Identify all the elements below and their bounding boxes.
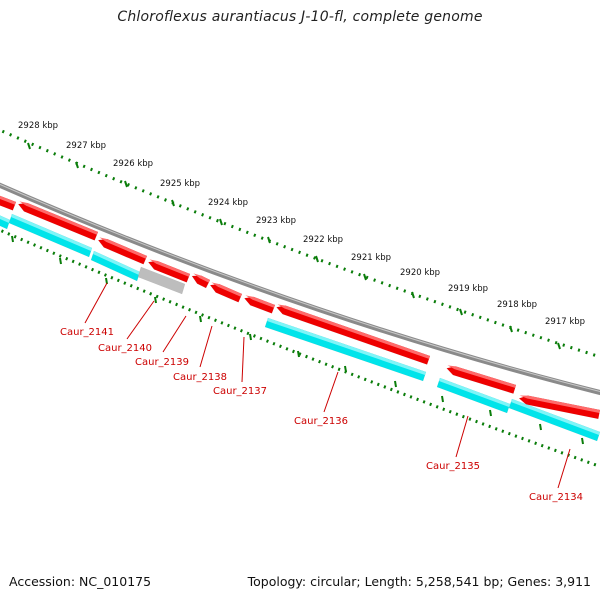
reverse-gene-shade: [267, 318, 426, 375]
gc-peak-mark: [297, 350, 300, 358]
inner-gc-track: [0, 228, 600, 469]
reverse-gene-shade: [0, 215, 10, 223]
gene-labels: Caur_2141 Caur_2140 Caur_2139 Caur_2138 Caur…: [60, 282, 583, 503]
gc-peak-mark: [489, 409, 492, 417]
gene-leader-line: [557, 448, 571, 489]
gc-peak-mark: [394, 380, 397, 388]
reverse-gene-shade: [93, 251, 140, 275]
kbp-tick-mark: [557, 342, 561, 350]
forward-gene-shade: [193, 273, 210, 283]
gene-leader-line: [455, 415, 469, 458]
pseudo-gene-block: [137, 266, 186, 295]
kbp-tick-mark: [75, 161, 79, 169]
reverse-strand-genes: [0, 213, 600, 442]
kbp-tick-mark: [124, 180, 128, 188]
kbp-scale: 2928 kbp 2927 kbp 2926 kbp 2925 kbp 2924 kbp…: [18, 121, 585, 327]
backbone-highlight: [0, 183, 600, 392]
gene-label: Caur_2141: [60, 327, 114, 338]
kbp-label: 2923 kbp: [256, 216, 296, 226]
gene-leader-line: [323, 371, 339, 413]
kbp-tick-mark: [267, 236, 271, 244]
gene-label: Caur_2139: [135, 357, 189, 368]
gc-peak-mark: [581, 437, 584, 445]
kbp-label: 2924 kbp: [208, 198, 248, 208]
forward-gene-shade: [447, 365, 516, 388]
genome-backbone: [0, 182, 600, 396]
gc-peak-mark: [441, 395, 444, 403]
inner-gc-dots: [0, 228, 600, 469]
kbp-label: 2926 kbp: [113, 159, 153, 169]
forward-gene-shade: [245, 295, 275, 308]
kbp-label: 2922 kbp: [303, 235, 343, 245]
reverse-gene-shade: [11, 214, 92, 251]
gc-peak-mark: [344, 365, 347, 373]
forward-gene-shade: [0, 195, 16, 205]
kbp-tick-mark: [509, 325, 513, 333]
forward-gene-shade: [519, 395, 600, 413]
gene-label: Caur_2138: [173, 372, 227, 383]
gc-peak-mark: [249, 333, 252, 341]
gene-leader-line: [241, 336, 245, 383]
gene-leader-line: [84, 282, 108, 324]
kbp-label: 2919 kbp: [448, 284, 488, 294]
kbp-label: 2921 kbp: [351, 253, 391, 263]
genome-summary: Topology: circular; Length: 5,258,541 bp…: [247, 574, 591, 589]
outer-gc-dots: [0, 128, 600, 359]
gene-label: Caur_2135: [426, 461, 480, 472]
kbp-label: 2925 kbp: [160, 179, 200, 189]
forward-gene-shade: [99, 237, 147, 259]
outer-gc-track: [0, 128, 600, 359]
kbp-label: 2918 kbp: [497, 300, 537, 310]
kbp-label: 2917 kbp: [545, 317, 585, 327]
gene-leader-line: [199, 325, 213, 368]
kbp-tick-mark: [459, 308, 463, 316]
kbp-tick-mark: [363, 273, 367, 281]
forward-gene-shade: [211, 282, 242, 297]
gc-peak-mark: [59, 257, 62, 265]
forward-strand-genes: [0, 195, 600, 420]
gene-label: Caur_2137: [213, 386, 267, 397]
reverse-gene-shade: [439, 378, 510, 407]
kbp-tick-mark: [27, 142, 31, 150]
kbp-label: 2928 kbp: [18, 121, 58, 131]
gene-leader-line: [162, 315, 187, 353]
map-title: Chloroflexus aurantiacus J-10-fl, comple…: [117, 9, 483, 25]
gene-label: Caur_2140: [98, 343, 152, 354]
gc-peak-mark: [11, 235, 14, 243]
forward-gene-shade: [19, 201, 99, 235]
kbp-tick-mark: [219, 218, 223, 226]
kbp-tick-mark: [411, 291, 415, 299]
backbone-line: [0, 182, 600, 396]
gene-label: Caur_2136: [294, 416, 348, 427]
gene-leader-line: [126, 300, 155, 340]
kbp-label: 2920 kbp: [400, 268, 440, 278]
gc-peak-mark: [154, 296, 157, 304]
kbp-tick-mark: [315, 255, 319, 263]
gc-peak-mark: [539, 423, 542, 431]
accession-text: Accession: NC_010175: [9, 574, 152, 589]
forward-gene-shade: [149, 259, 190, 277]
gene-label: Caur_2134: [529, 492, 583, 503]
reverse-gene-shade: [511, 399, 600, 435]
kbp-tick-mark: [171, 199, 175, 207]
forward-gene-shade: [277, 304, 430, 359]
gc-peak-mark: [199, 315, 202, 323]
kbp-label: 2927 kbp: [66, 141, 106, 151]
